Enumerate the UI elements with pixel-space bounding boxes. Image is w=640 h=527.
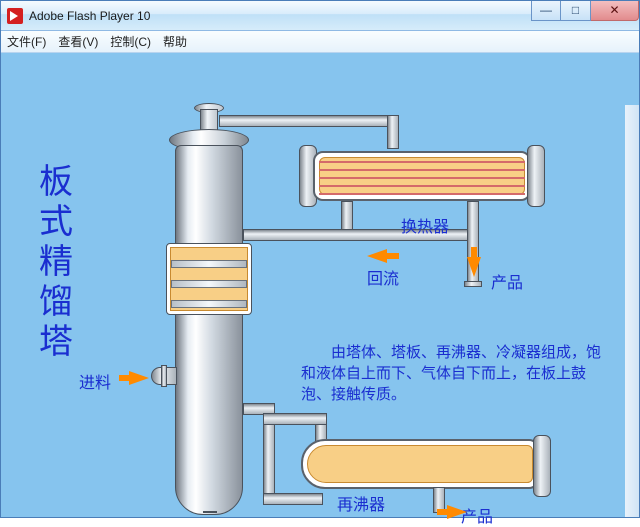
hx-tube (319, 161, 525, 163)
flash-icon (7, 8, 23, 24)
menubar: 文件(F) 查看(V) 控制(C) 帮助 (1, 31, 639, 53)
diagram-title-vertical: 板式精馏塔 (39, 163, 73, 363)
product-top-flange (464, 281, 482, 287)
reboiler-right-head (533, 435, 551, 497)
bottoms-stub (203, 511, 217, 513)
column-tray-window (166, 243, 252, 315)
app-window: Adobe Flash Player 10 — □ ✕ 文件(F) 查看(V) … (0, 0, 640, 518)
hx-tube (319, 193, 525, 195)
tray (171, 280, 247, 288)
description-text: 由塔体、塔板、再沸器、冷凝器组成，饱和液体自上而下、气体自下而上，在板上鼓泡、接… (301, 343, 601, 406)
tray (171, 260, 247, 268)
tray (171, 300, 247, 308)
menu-file[interactable]: 文件(F) (7, 33, 46, 50)
vapor-pipe-h (219, 115, 397, 127)
titlebar: Adobe Flash Player 10 — □ ✕ (1, 1, 639, 31)
reboiler-label: 再沸器 (337, 491, 385, 515)
reboiler (301, 439, 539, 489)
window-controls: — □ ✕ (531, 1, 639, 21)
reboiler-feed-bend (263, 493, 323, 505)
hx-label: 换热器 (401, 213, 449, 237)
distillation-column (175, 145, 243, 515)
vapor-pipe-v (387, 115, 399, 149)
feed-arrow-icon (129, 371, 149, 385)
hx-right-head (527, 145, 545, 207)
product-top-label: 产品 (491, 269, 523, 293)
reboiler-inlet-h (263, 413, 327, 425)
reflux-arrow-icon (367, 249, 387, 263)
hx-tube (319, 177, 525, 179)
window-title: Adobe Flash Player 10 (29, 9, 531, 23)
product-top-arrow-icon (467, 257, 481, 277)
feed-label: 进料 (79, 369, 111, 393)
menu-help[interactable]: 帮助 (163, 33, 187, 50)
hx-tube (319, 185, 525, 187)
maximize-button[interactable]: □ (561, 1, 591, 21)
menu-control[interactable]: 控制(C) (110, 33, 151, 50)
scrollbar-placeholder (625, 105, 639, 517)
feed-flange (161, 365, 167, 387)
hx-tube (319, 169, 525, 171)
diagram-canvas: 板式精馏塔 (1, 53, 639, 517)
menu-view[interactable]: 查看(V) (58, 33, 98, 50)
close-button[interactable]: ✕ (591, 1, 639, 21)
minimize-button[interactable]: — (531, 1, 561, 21)
reflux-label: 回流 (367, 265, 399, 289)
product-bottom-arrow-icon (447, 505, 467, 519)
